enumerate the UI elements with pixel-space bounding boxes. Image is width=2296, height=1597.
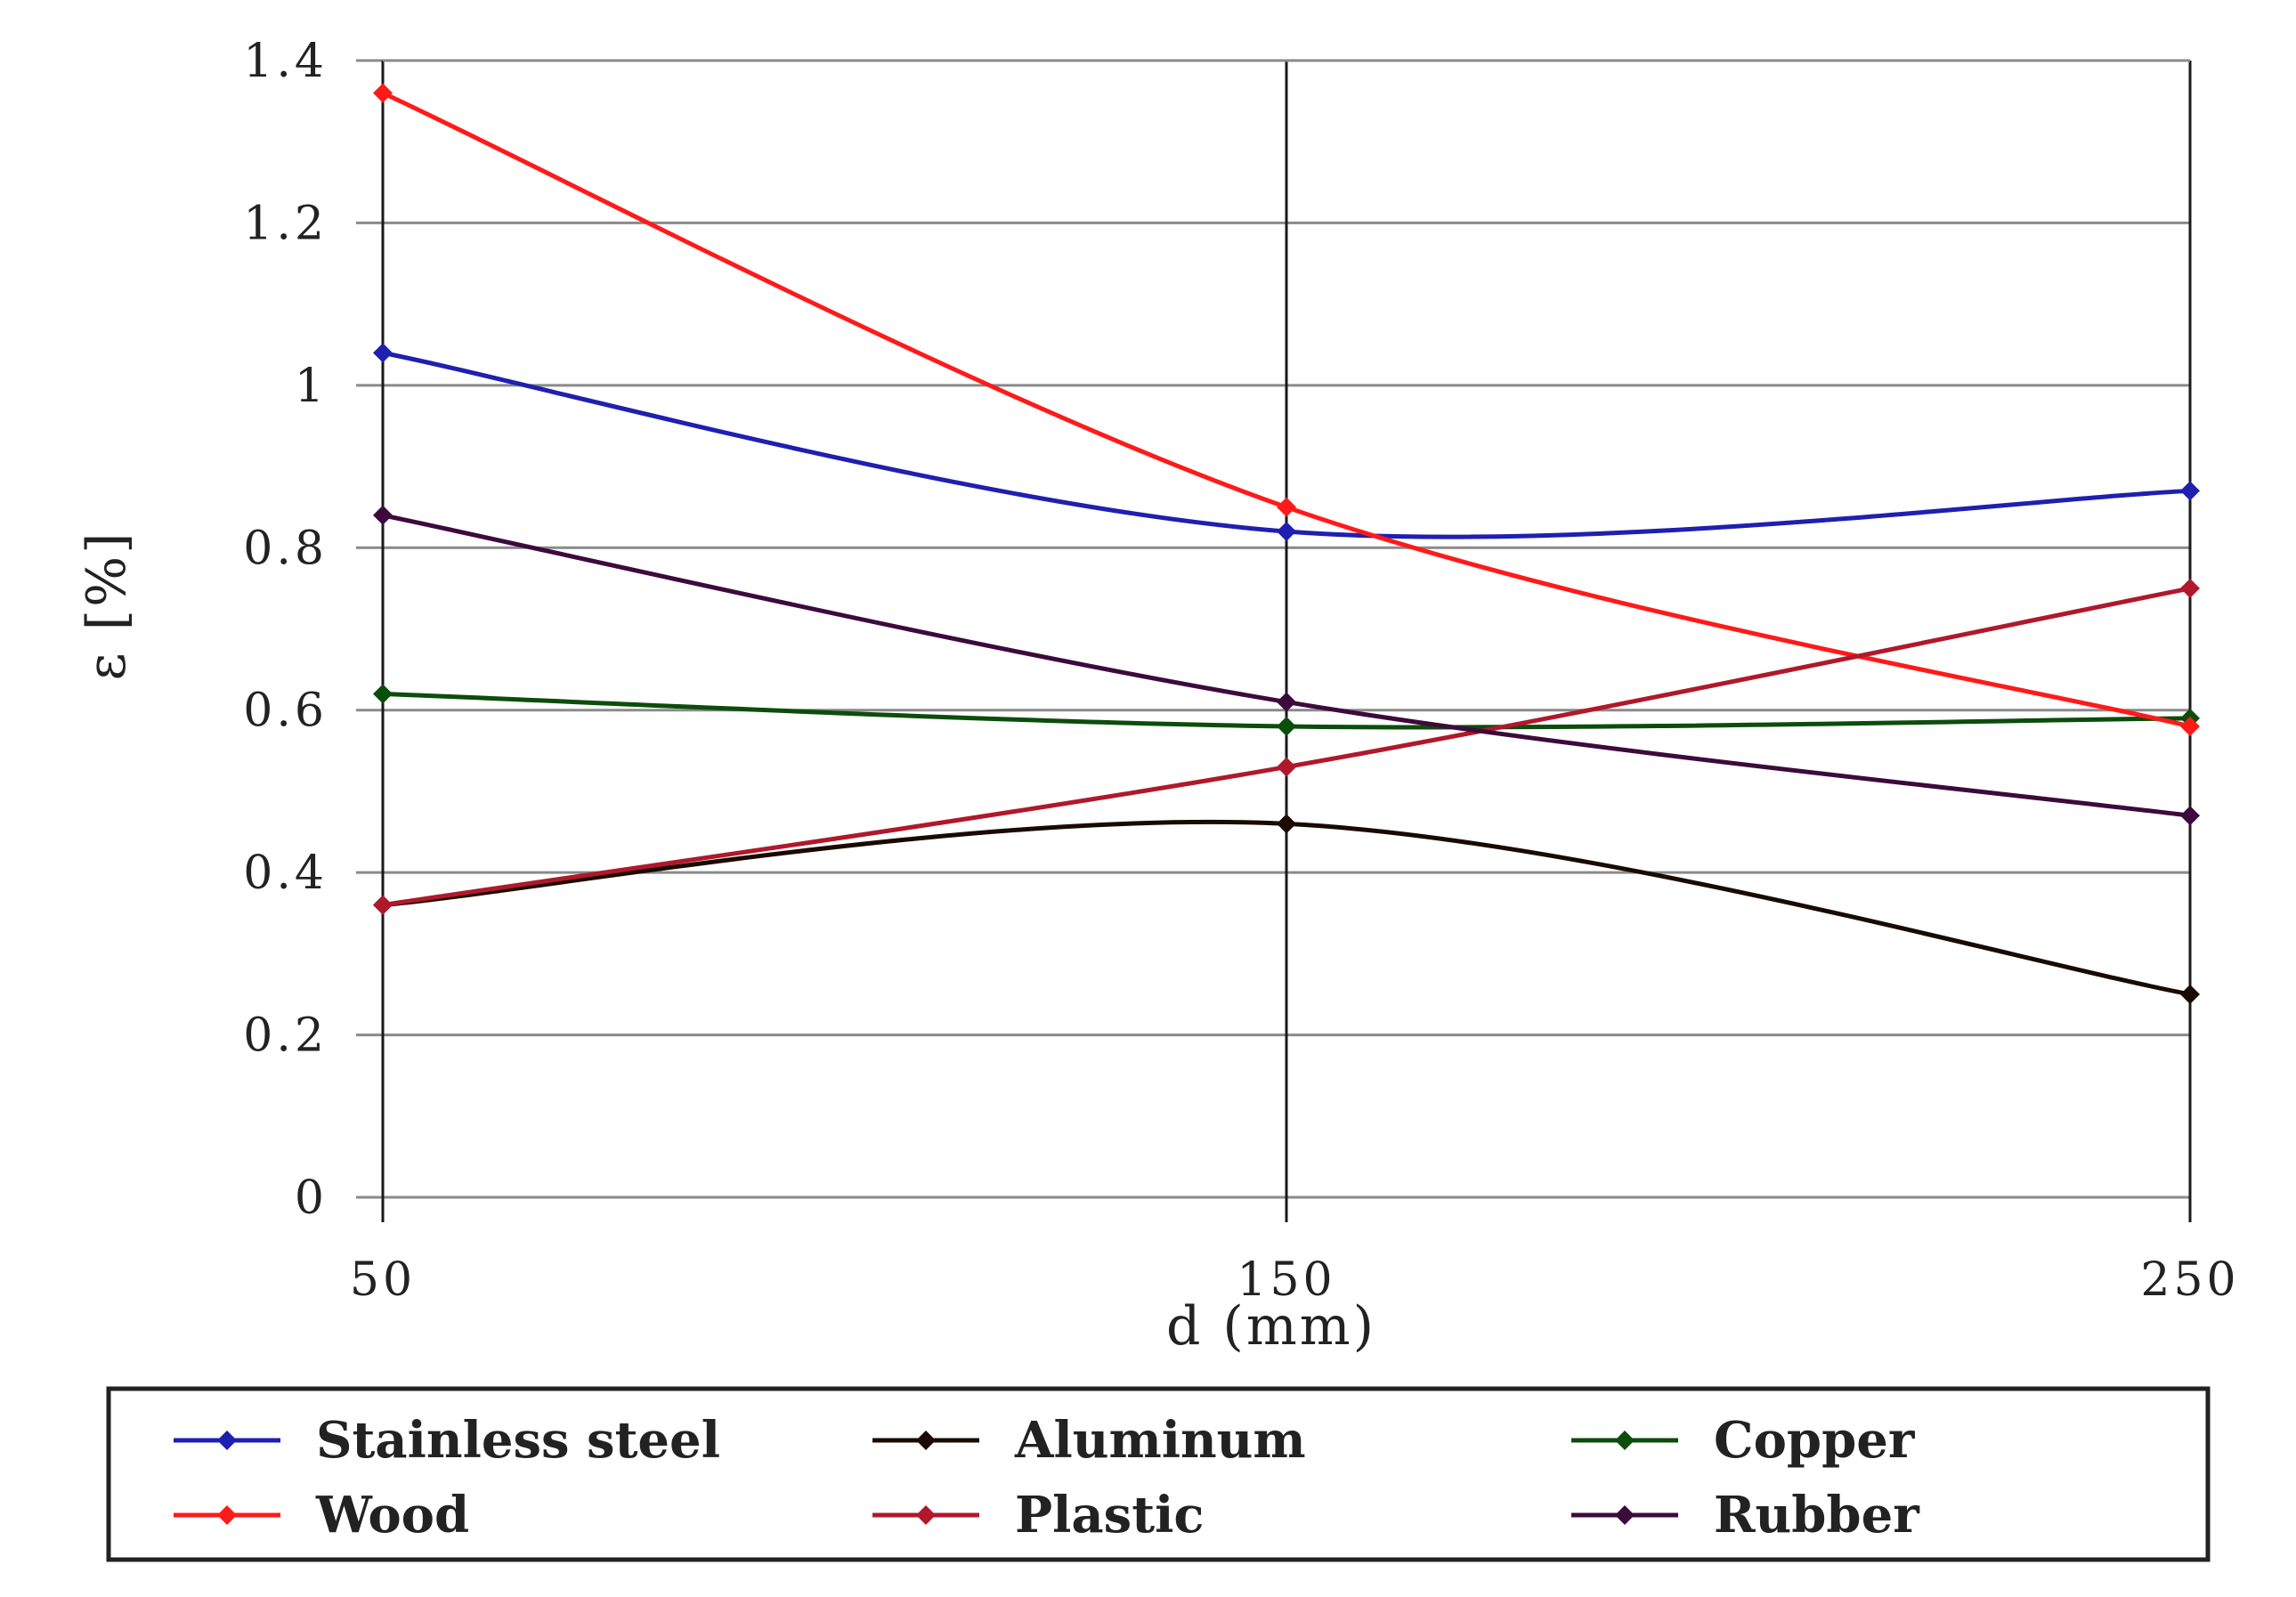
legend-item-stainless-steel: Stainless steel [174, 1411, 720, 1470]
y-tick-label: 1.2 [243, 197, 328, 250]
legend-marker-plastic [916, 1505, 936, 1525]
x-tick-label: 150 [1237, 1253, 1335, 1307]
legend-label-plastic: Plastic [1015, 1486, 1204, 1544]
x-tick-label: 250 [2140, 1253, 2239, 1307]
data-point-rubber [2180, 806, 2200, 826]
y-tick-label: 0.4 [243, 847, 328, 900]
legend-marker-stainless-steel [217, 1431, 237, 1450]
y-tick-label: 0.8 [243, 522, 328, 575]
legend: Stainless steel Aluminum Copper Wood Plastic… [106, 1386, 2211, 1562]
legend-marker-wood [217, 1505, 237, 1525]
legend-label-copper: Copper [1714, 1411, 1916, 1470]
data-point-wood [2180, 716, 2200, 736]
tick-labels: 0 0.2 0.4 0.6 0.8 1 1.2 1.4 50 150 250 [243, 35, 2239, 1307]
series-wood [373, 83, 2200, 736]
y-tick-label: 1 [295, 360, 328, 413]
data-point-rubber [373, 505, 393, 525]
legend-label-rubber: Rubber [1714, 1486, 1920, 1544]
legend-item-wood: Wood [174, 1486, 469, 1544]
data-point-wood [373, 83, 393, 103]
y-tick-label: 1.4 [243, 35, 328, 88]
series-plastic [373, 578, 2200, 915]
data-point-rubber [1277, 692, 1296, 712]
x-tick-label: 50 [350, 1253, 416, 1307]
legend-marker-copper [1615, 1431, 1635, 1450]
legend-label-stainless-steel: Stainless steel [316, 1411, 720, 1470]
legend-item-aluminum: Aluminum [872, 1411, 1306, 1470]
series-stainless-steel [373, 343, 2200, 542]
y-tick-label: 0.6 [243, 685, 328, 738]
legend-marker-rubber [1615, 1505, 1635, 1525]
data-point-stainless-steel [2180, 481, 2200, 501]
series-rubber [373, 505, 2200, 826]
data-point-wood [1277, 497, 1296, 517]
data-point-aluminum [2180, 984, 2200, 1004]
data-point-copper [1277, 716, 1296, 736]
legend-item-rubber: Rubber [1571, 1486, 1920, 1544]
data-point-plastic [1277, 757, 1296, 777]
data-point-copper [373, 684, 393, 704]
legend-label-aluminum: Aluminum [1014, 1411, 1306, 1470]
legend-item-copper: Copper [1571, 1411, 1916, 1470]
data-point-aluminum [1277, 814, 1296, 834]
y-axis-title: ε [%] [76, 531, 138, 681]
legend-box [106, 1386, 2211, 1562]
x-axis-title: d (mm) [1166, 1295, 1376, 1358]
y-tick-label: 0 [295, 1171, 328, 1225]
data-point-stainless-steel [373, 343, 393, 363]
legend-item-plastic: Plastic [872, 1486, 1204, 1544]
y-tick-label: 0.2 [243, 1009, 328, 1063]
legend-marker-aluminum [916, 1431, 936, 1450]
grid [356, 59, 2192, 1222]
data-point-plastic [2180, 578, 2200, 598]
series-layer [373, 83, 2200, 1004]
legend-label-wood: Wood [315, 1486, 469, 1544]
data-point-stainless-steel [1277, 522, 1296, 542]
data-point-plastic [373, 895, 393, 915]
